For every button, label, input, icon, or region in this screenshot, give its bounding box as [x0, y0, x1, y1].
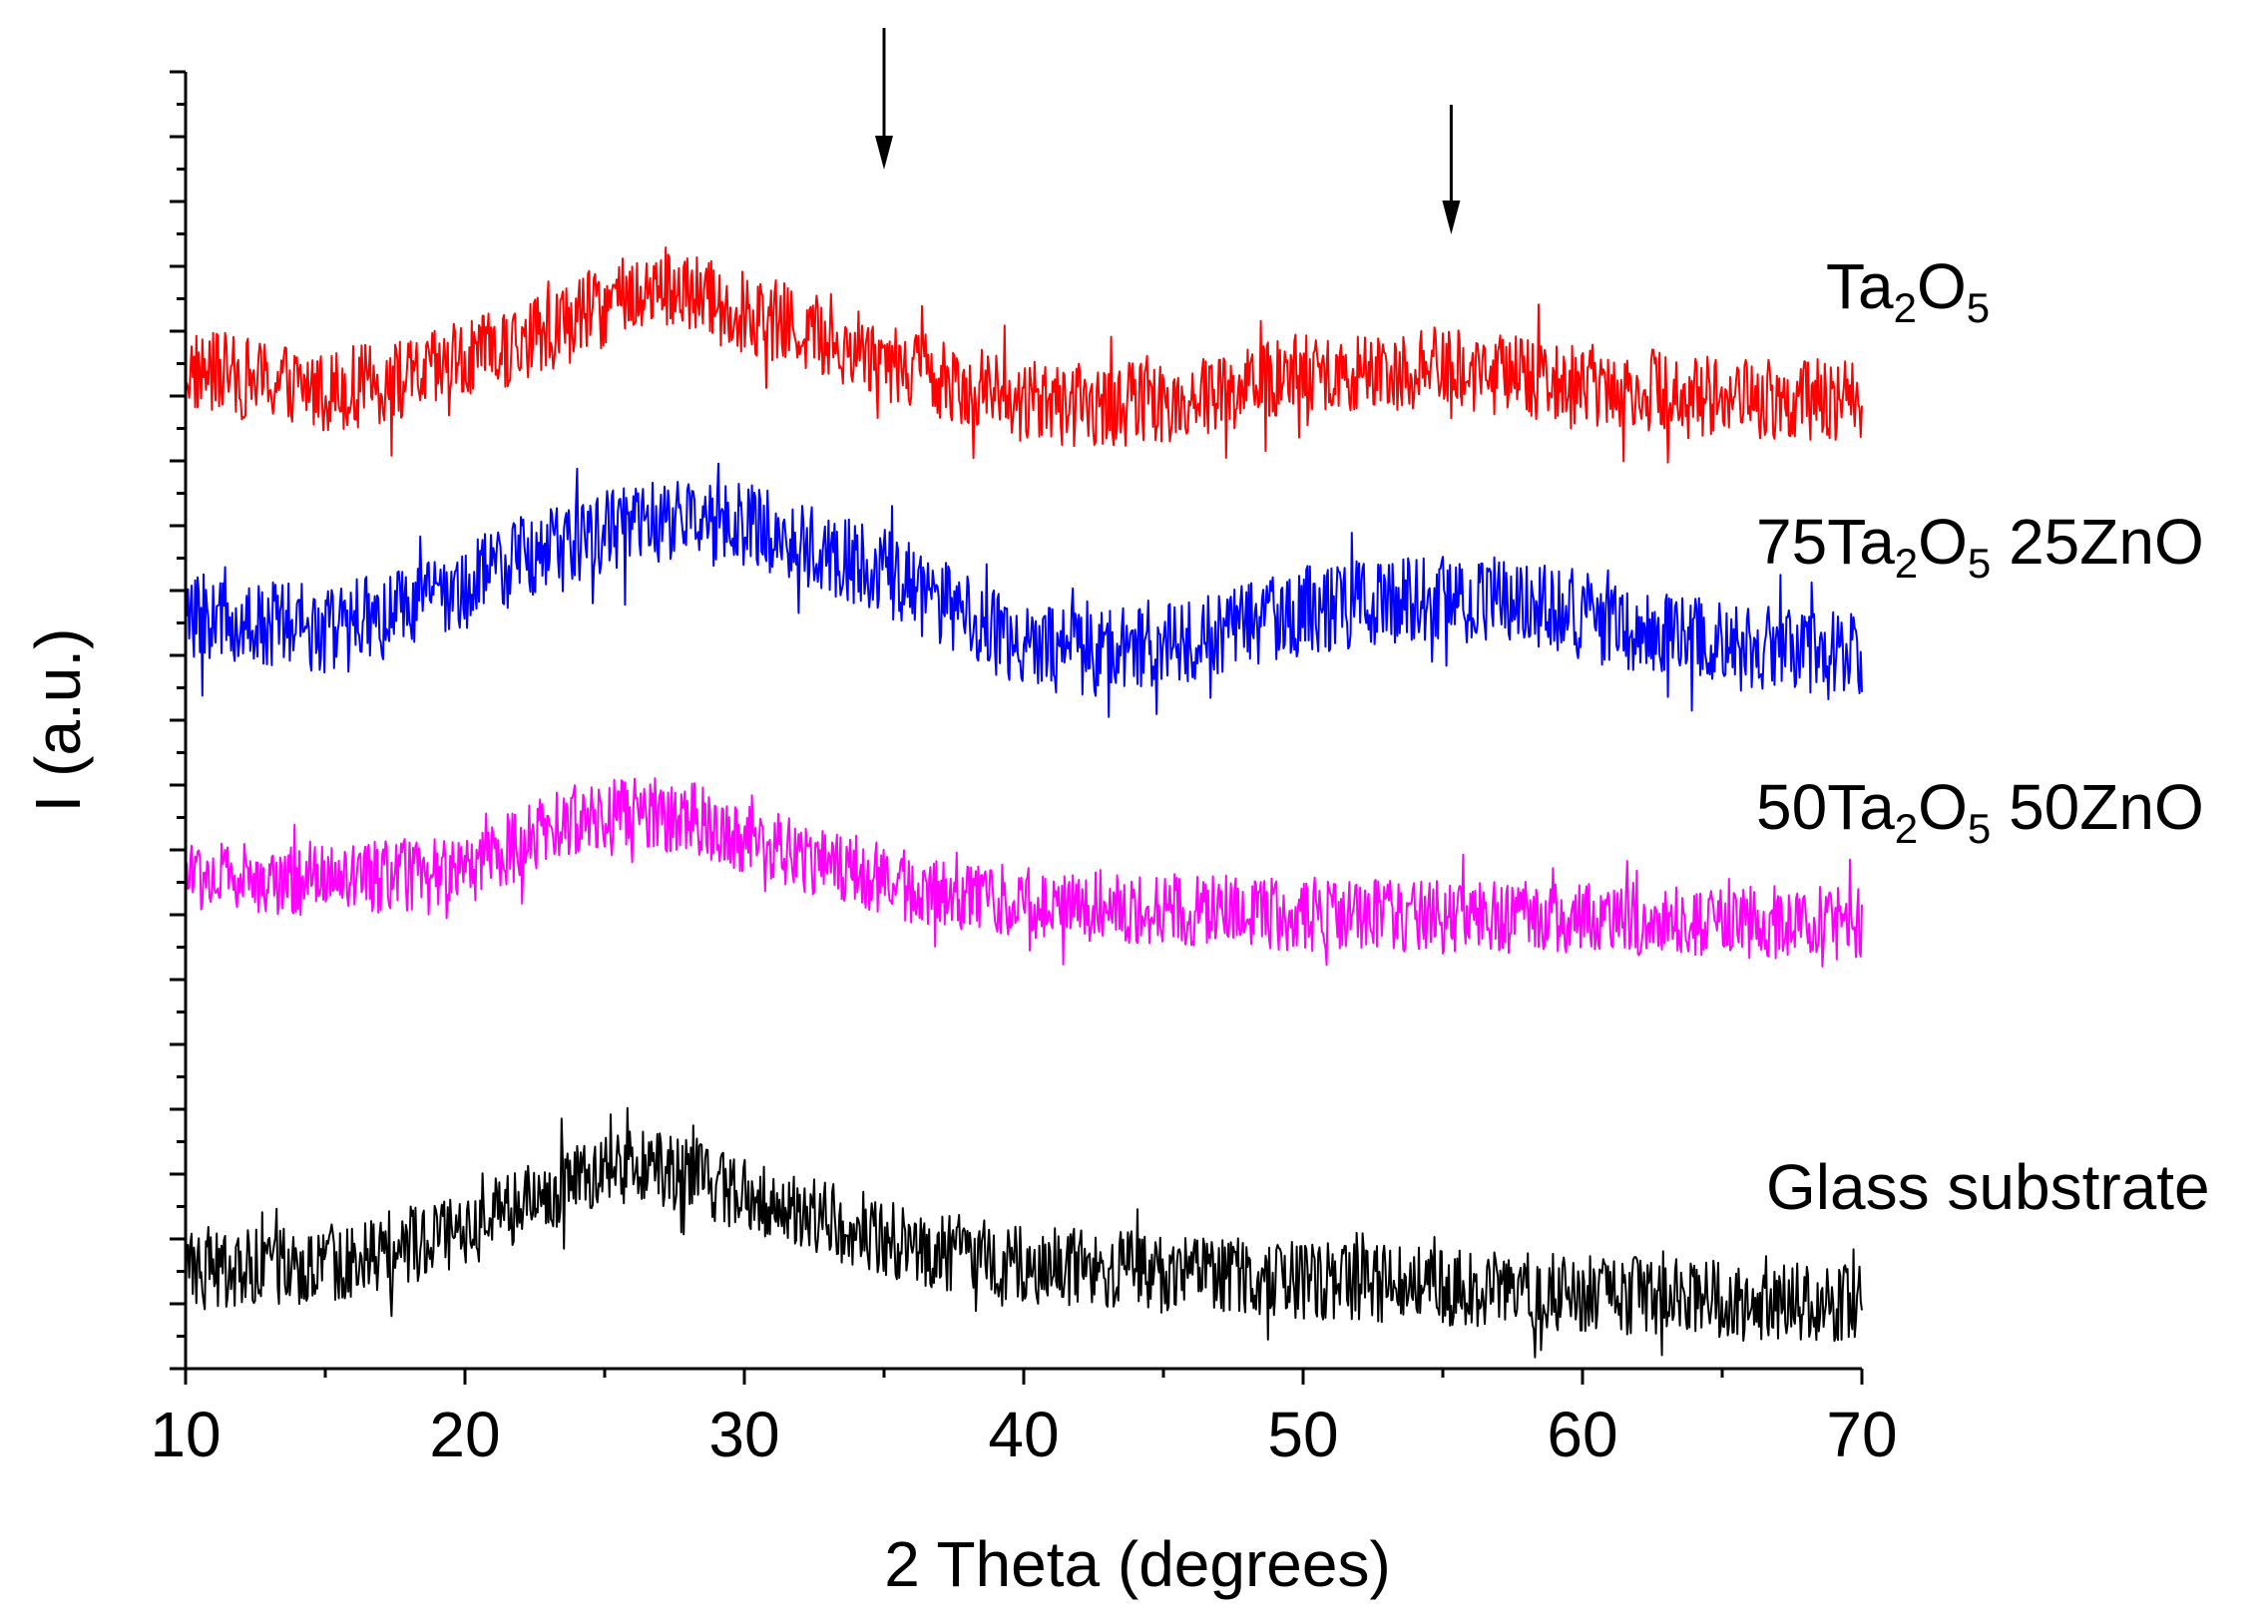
- axes-layer: [184, 72, 1862, 1371]
- series-layer: [185, 246, 1863, 1359]
- series-label-3: Glass substrate: [1766, 1151, 2210, 1223]
- x-tick-label-10: 10: [150, 1399, 221, 1470]
- arrows-layer: [875, 28, 1461, 234]
- series-label-1: 75Ta2O5 25ZnO: [1756, 506, 2204, 587]
- peak-arrow-head-1: [1442, 201, 1461, 234]
- x-tick-label-40: 40: [988, 1399, 1059, 1470]
- x-tick-label-70: 70: [1826, 1399, 1897, 1470]
- x-tick-label-30: 30: [708, 1399, 779, 1470]
- series-label-0: Ta2O5: [1826, 250, 1990, 331]
- y-axis-title: I (a.u.): [22, 628, 94, 813]
- x-tick-label-50: 50: [1267, 1399, 1338, 1470]
- ticks-layer: 10 20 30 40 50 60 70: [150, 70, 1898, 1470]
- x-tick-label-60: 60: [1547, 1399, 1617, 1470]
- series-line-2: [185, 777, 1863, 968]
- series-line-1: [185, 462, 1863, 718]
- peak-arrow-head-0: [875, 136, 893, 170]
- series-line-3: [185, 1106, 1863, 1359]
- labels-layer: Ta2O5 75Ta2O5 25ZnO 50Ta2O5 50ZnO Glass sub…: [1756, 250, 2210, 1223]
- x-axis-title: 2 Theta (degrees): [884, 1528, 1391, 1600]
- series-label-2: 50Ta2O5 50ZnO: [1756, 771, 2204, 852]
- x-tick-label-20: 20: [429, 1399, 500, 1470]
- series-line-0: [185, 246, 1863, 464]
